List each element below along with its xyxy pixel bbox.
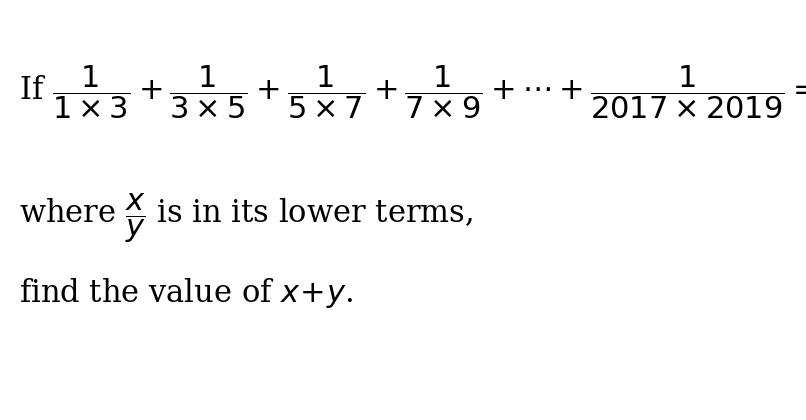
Text: If $\dfrac{1}{1\times3}+\dfrac{1}{3\times5}+\dfrac{1}{5\times7}+\dfrac{1}{7\time: If $\dfrac{1}{1\times3}+\dfrac{1}{3\time… — [19, 64, 806, 123]
Text: find the value of $x\!+\!y$.: find the value of $x\!+\!y$. — [19, 276, 353, 310]
Text: where $\dfrac{x}{y}$ is in its lower terms,: where $\dfrac{x}{y}$ is in its lower ter… — [19, 192, 473, 245]
